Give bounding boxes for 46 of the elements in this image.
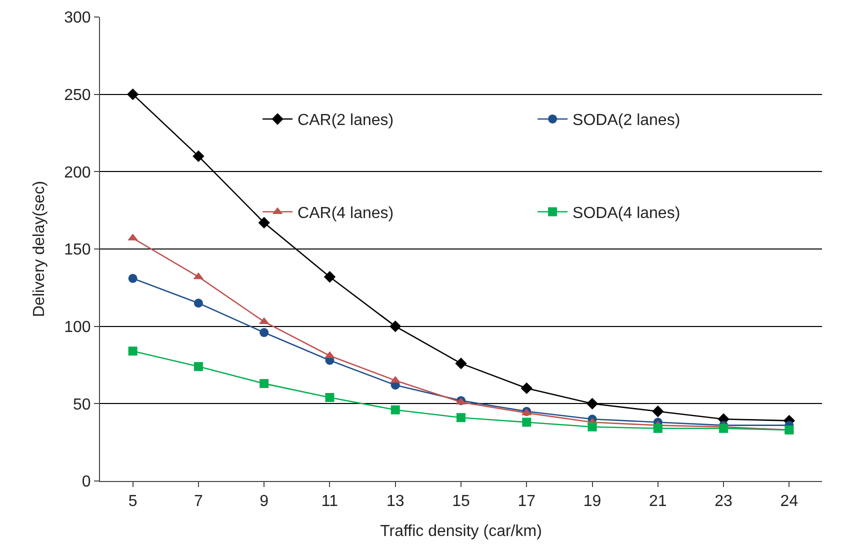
legend-label: SODA(4 lanes) <box>572 205 680 222</box>
y-tick-label: 300 <box>64 10 91 27</box>
legend-label: CAR(2 lanes) <box>298 112 394 130</box>
point <box>260 379 269 388</box>
y-tick-label: 100 <box>64 318 91 336</box>
x-tick-label: 21 <box>649 493 667 510</box>
y-tick-label: 0 <box>82 474 91 491</box>
x-tick-label: 15 <box>452 493 470 510</box>
y-tick-label: 200 <box>64 164 91 182</box>
x-tick-label: 7 <box>194 493 203 510</box>
point <box>653 424 662 433</box>
x-tick-label: 13 <box>386 493 404 510</box>
point <box>456 413 466 422</box>
point <box>719 424 728 433</box>
point <box>194 298 203 308</box>
x-tick-label: 11 <box>321 493 338 510</box>
point <box>126 88 139 100</box>
point <box>128 274 138 283</box>
point <box>455 358 467 370</box>
y-tick-label: 250 <box>64 86 91 104</box>
x-tick-label: 19 <box>583 493 602 510</box>
x-axis-title: Traffic density (car/km) <box>380 522 542 540</box>
point <box>652 406 664 418</box>
y-axis-title: Delivery delay(sec) <box>30 180 48 318</box>
legend-label: CAR(4 lanes) <box>298 205 394 222</box>
y-tick-label: 50 <box>73 396 91 414</box>
point <box>588 422 597 432</box>
x-tick-label: 17 <box>518 493 536 510</box>
x-tick-label: 24 <box>780 493 798 510</box>
point <box>390 405 400 414</box>
x-tick-label: 5 <box>128 493 138 510</box>
point <box>192 150 204 162</box>
point <box>586 398 598 410</box>
point <box>325 392 334 402</box>
legend-label: SODA(2 lanes) <box>572 112 680 130</box>
point <box>324 270 336 283</box>
y-tick-label: 150 <box>64 242 91 259</box>
point <box>260 328 269 338</box>
point <box>194 362 203 372</box>
point <box>520 382 532 394</box>
point <box>390 320 402 332</box>
point <box>258 216 270 229</box>
point <box>522 418 532 427</box>
point <box>128 346 138 356</box>
x-tick-label: 23 <box>714 493 733 510</box>
x-tick-label: 9 <box>260 493 269 510</box>
